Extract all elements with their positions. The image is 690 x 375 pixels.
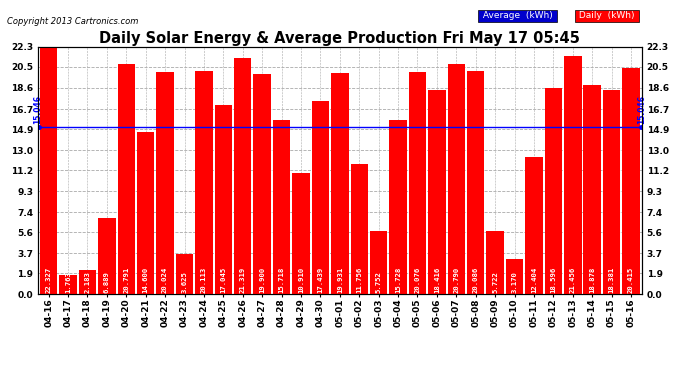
Bar [448, 64, 465, 294]
Text: 15.046: 15.046 [33, 95, 43, 124]
Bar [253, 74, 271, 294]
Text: 20.076: 20.076 [415, 267, 420, 293]
Text: 18.596: 18.596 [551, 267, 556, 293]
Bar [98, 218, 116, 294]
Bar [215, 105, 232, 294]
Bar [79, 270, 96, 294]
Text: 6.889: 6.889 [104, 271, 110, 293]
Text: 17.439: 17.439 [317, 267, 324, 293]
Text: 5.752: 5.752 [375, 271, 382, 293]
Text: 20.113: 20.113 [201, 267, 207, 293]
Bar [273, 120, 290, 294]
Bar [389, 120, 407, 294]
Bar [622, 68, 640, 294]
Bar [137, 132, 155, 294]
Bar [293, 173, 310, 294]
Bar [564, 56, 582, 294]
Text: 14.600: 14.600 [143, 267, 148, 293]
Bar [195, 71, 213, 294]
Text: 21.456: 21.456 [570, 267, 575, 293]
Bar [603, 90, 620, 294]
Text: 5.722: 5.722 [492, 271, 498, 293]
Text: 20.791: 20.791 [124, 267, 129, 293]
Text: 18.381: 18.381 [609, 267, 615, 293]
Text: 20.790: 20.790 [453, 267, 460, 293]
Bar [312, 101, 329, 294]
Text: 3.625: 3.625 [181, 271, 188, 293]
Text: Daily  (kWh): Daily (kWh) [576, 11, 638, 20]
Bar [351, 164, 368, 294]
Text: 11.756: 11.756 [356, 267, 362, 293]
Text: 19.900: 19.900 [259, 267, 265, 293]
Bar [467, 72, 484, 294]
Bar [428, 90, 446, 294]
Text: Copyright 2013 Cartronics.com: Copyright 2013 Cartronics.com [7, 17, 138, 26]
Text: 15.718: 15.718 [279, 267, 284, 293]
Bar [486, 231, 504, 294]
Bar [234, 58, 251, 294]
Bar [117, 64, 135, 294]
Text: 20.086: 20.086 [473, 267, 479, 293]
Text: 18.878: 18.878 [589, 267, 595, 293]
Text: 19.931: 19.931 [337, 267, 343, 293]
Text: 21.319: 21.319 [239, 267, 246, 293]
Text: Average  (kWh): Average (kWh) [480, 11, 555, 20]
Text: 15.046: 15.046 [637, 95, 647, 124]
Text: 3.170: 3.170 [511, 271, 518, 293]
Bar [176, 254, 193, 294]
Bar [59, 275, 77, 294]
Text: 2.183: 2.183 [84, 271, 90, 293]
Text: 20.024: 20.024 [162, 267, 168, 293]
Text: 17.045: 17.045 [220, 267, 226, 293]
Bar [331, 73, 348, 294]
Bar [40, 46, 57, 294]
Bar [584, 85, 601, 294]
Bar [544, 88, 562, 294]
Text: 1.763: 1.763 [65, 271, 71, 293]
Text: 22.327: 22.327 [46, 267, 52, 293]
Text: 18.416: 18.416 [434, 267, 440, 293]
Title: Daily Solar Energy & Average Production Fri May 17 05:45: Daily Solar Energy & Average Production … [99, 31, 580, 46]
Bar [525, 157, 543, 294]
Text: 15.728: 15.728 [395, 267, 401, 293]
Text: 20.415: 20.415 [628, 267, 634, 293]
Text: 12.404: 12.404 [531, 267, 537, 293]
Bar [506, 259, 523, 294]
Bar [157, 72, 174, 294]
Text: 10.910: 10.910 [298, 267, 304, 293]
Bar [370, 231, 387, 294]
Bar [408, 72, 426, 294]
